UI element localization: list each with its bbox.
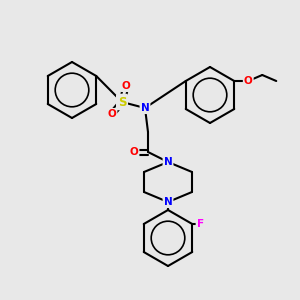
Text: O: O: [244, 76, 253, 86]
Text: S: S: [118, 95, 126, 109]
Text: O: O: [122, 81, 130, 91]
Text: N: N: [141, 103, 149, 113]
Text: F: F: [197, 219, 204, 229]
Text: O: O: [130, 147, 138, 157]
Text: N: N: [164, 197, 172, 207]
Text: N: N: [164, 157, 172, 167]
Text: O: O: [108, 109, 116, 119]
